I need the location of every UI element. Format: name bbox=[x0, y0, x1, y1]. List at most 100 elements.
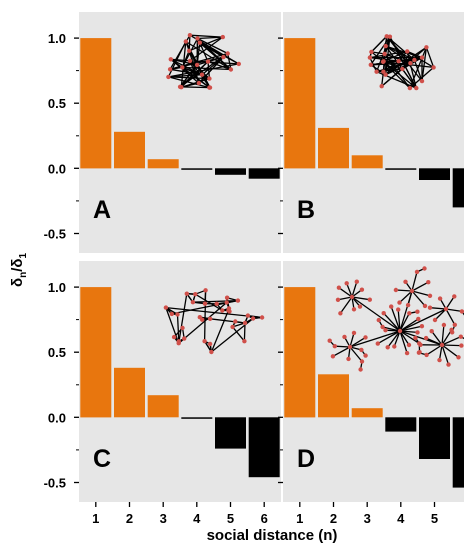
network-node bbox=[452, 294, 457, 299]
network-node bbox=[207, 316, 213, 321]
network-edge bbox=[445, 308, 462, 313]
network-node bbox=[205, 59, 211, 64]
panels: A B C D bbox=[74, 12, 464, 502]
network-node bbox=[375, 341, 380, 346]
network-node bbox=[426, 280, 431, 285]
network-node bbox=[427, 305, 433, 310]
network-node bbox=[242, 339, 247, 344]
network-node bbox=[236, 61, 241, 67]
network-node bbox=[437, 296, 443, 301]
network-node bbox=[446, 362, 451, 367]
bar-c-2 bbox=[114, 367, 145, 418]
network-node bbox=[330, 354, 336, 359]
network-node bbox=[404, 350, 410, 356]
network-node bbox=[412, 57, 417, 63]
network-edge bbox=[395, 289, 413, 292]
network-edge bbox=[369, 57, 378, 72]
network-edge bbox=[438, 344, 443, 361]
network-node bbox=[359, 287, 365, 292]
network-edge bbox=[176, 314, 180, 342]
network-node bbox=[349, 294, 355, 300]
network-edge bbox=[441, 344, 450, 365]
y-tick-label: 0.0 bbox=[48, 161, 66, 176]
network-node bbox=[357, 304, 363, 309]
bar-c-1 bbox=[80, 287, 112, 418]
network-edge bbox=[207, 61, 211, 79]
network-node bbox=[374, 69, 379, 74]
network-edge bbox=[386, 35, 415, 61]
network-edge bbox=[351, 281, 358, 298]
network-inset bbox=[163, 288, 265, 355]
bar-d-2 bbox=[318, 374, 349, 418]
bar-b-2 bbox=[318, 127, 349, 169]
network-node bbox=[175, 312, 180, 317]
network-edge bbox=[409, 47, 428, 89]
network-node bbox=[197, 40, 202, 45]
network-edge bbox=[399, 330, 410, 346]
network-edge bbox=[393, 330, 401, 347]
y-axis-label: δn/δ1 bbox=[9, 253, 29, 287]
network-edge bbox=[411, 290, 431, 297]
network-node bbox=[342, 334, 347, 340]
network-node bbox=[409, 288, 415, 294]
panel-c: C bbox=[74, 261, 281, 502]
network-node bbox=[429, 329, 434, 334]
network-inset bbox=[166, 33, 241, 90]
bar-d-1 bbox=[284, 287, 316, 418]
y-axis: 1.0 0.5 0.0 -0.5 1.0 0.5 0.0 -0.5 bbox=[44, 31, 66, 490]
network-node bbox=[221, 54, 226, 60]
network-node bbox=[379, 84, 384, 89]
network-edge bbox=[179, 61, 209, 88]
network-edge bbox=[370, 35, 388, 53]
y-tick-label: 0.5 bbox=[48, 96, 66, 111]
bar-d-6 bbox=[452, 417, 464, 488]
network-node bbox=[424, 352, 429, 358]
network-node bbox=[336, 285, 342, 290]
network-edge bbox=[192, 299, 238, 303]
network-edge bbox=[406, 50, 434, 68]
network-node bbox=[180, 325, 185, 331]
bar-b-3 bbox=[351, 155, 383, 169]
network-node bbox=[419, 78, 425, 84]
network-node bbox=[182, 336, 187, 341]
panel-a: A bbox=[74, 12, 281, 253]
network-node bbox=[184, 291, 189, 296]
network-edge bbox=[338, 287, 353, 298]
bar-d-4 bbox=[385, 417, 417, 432]
network-node bbox=[422, 266, 427, 271]
network-node bbox=[367, 297, 372, 302]
network-edge bbox=[351, 296, 401, 332]
x-axis-label: social distance (n) bbox=[207, 527, 338, 544]
network-node bbox=[385, 345, 390, 350]
network-node bbox=[413, 335, 418, 341]
network-node bbox=[354, 279, 359, 284]
network-node bbox=[226, 306, 232, 311]
bar-a-3 bbox=[147, 159, 179, 169]
network-node bbox=[338, 311, 343, 316]
network-node bbox=[443, 306, 449, 312]
panel-letter: A bbox=[93, 196, 111, 224]
network-edge bbox=[349, 336, 366, 348]
network-edge bbox=[421, 47, 428, 82]
bar-d-3 bbox=[351, 408, 383, 418]
network-edge bbox=[346, 283, 353, 298]
x-tick-label: 4 bbox=[397, 511, 405, 526]
network-node bbox=[407, 311, 412, 316]
network-edge bbox=[399, 325, 423, 332]
network-node bbox=[196, 80, 202, 86]
network-node bbox=[179, 85, 184, 90]
network-edge bbox=[168, 76, 210, 89]
network-node bbox=[383, 43, 388, 49]
network-node bbox=[224, 295, 230, 300]
network-node bbox=[207, 85, 212, 90]
network-node bbox=[367, 55, 373, 60]
network-node bbox=[363, 353, 368, 358]
network-node bbox=[456, 355, 461, 360]
network-node bbox=[387, 34, 393, 39]
network-node bbox=[407, 85, 413, 91]
network-edge bbox=[227, 53, 232, 70]
network-node bbox=[406, 342, 412, 348]
network-edge bbox=[210, 318, 246, 324]
bar-a-6 bbox=[248, 168, 280, 179]
network-edge bbox=[199, 42, 224, 58]
